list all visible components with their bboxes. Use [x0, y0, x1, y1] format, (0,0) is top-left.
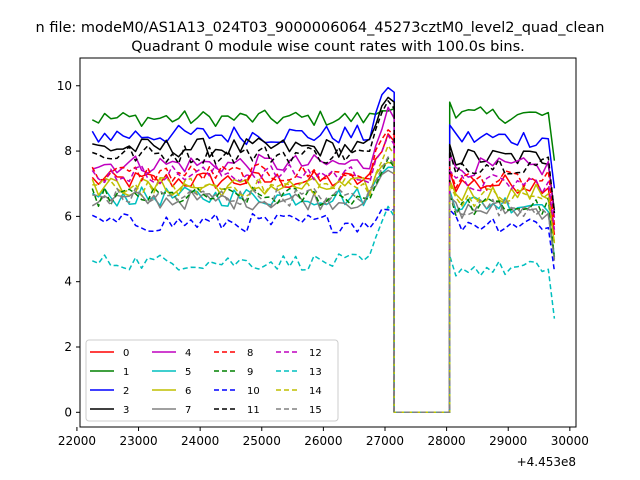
- series-layer: [91, 86, 556, 414]
- chart-title: Quadrant 0 module wise count rates with …: [131, 39, 525, 55]
- x-tick-label: 22000: [58, 434, 96, 448]
- legend-label-10: 10: [247, 386, 260, 397]
- legend-label-8: 8: [247, 348, 253, 359]
- legend-box: [85, 339, 339, 422]
- series-line-14: [92, 144, 556, 414]
- x-tick-label: 29000: [489, 434, 527, 448]
- legend-label-3: 3: [123, 405, 129, 416]
- series-line-11: [92, 100, 556, 414]
- legend-label-7: 7: [185, 405, 191, 416]
- figure-suptitle: n file: modeM0/AS1A13_024T03_9000006064_…: [36, 20, 605, 36]
- legend-label-6: 6: [185, 386, 191, 397]
- series-line-1: [91, 101, 556, 414]
- legend-label-1: 1: [123, 367, 129, 378]
- x-tick-label: 30000: [551, 434, 589, 448]
- y-tick-label: 2: [64, 340, 72, 354]
- series-line-12: [91, 134, 556, 414]
- series-line-13: [92, 205, 556, 414]
- x-tick-label: 25000: [243, 434, 281, 448]
- series-line-7: [91, 169, 556, 414]
- legend-label-14: 14: [309, 386, 322, 397]
- y-tick-label: 6: [64, 209, 72, 223]
- series-line-10: [91, 208, 556, 414]
- plot-frame: [79, 57, 577, 428]
- legend-label-12: 12: [309, 348, 322, 359]
- legend-label-5: 5: [185, 367, 191, 378]
- series-line-15: [92, 156, 556, 414]
- y-tick-label: 8: [64, 144, 72, 158]
- x-tick-label: 23000: [119, 434, 157, 448]
- legend-label-4: 4: [185, 348, 191, 359]
- x-tick-label: 27000: [366, 434, 404, 448]
- series-line-0: [91, 133, 556, 414]
- series-line-2: [91, 86, 556, 414]
- x-tick-label: 26000: [304, 434, 342, 448]
- y-axis: 0 2 4 6 8 10: [57, 79, 80, 419]
- x-axis: 22000 23000 24000 25000 26000 27000 28000 29000…: [58, 427, 589, 448]
- y-tick-label: 10: [57, 79, 72, 93]
- x-offset-label: +4.453e8: [517, 455, 576, 469]
- legend-label-15: 15: [309, 405, 322, 416]
- legend-label-0: 0: [123, 348, 129, 359]
- series-line-3: [92, 96, 556, 414]
- y-tick-label: 4: [64, 275, 72, 289]
- legend-label-2: 2: [123, 386, 129, 397]
- series-line-4: [92, 106, 556, 414]
- x-tick-label: 24000: [181, 434, 219, 448]
- legend-label-9: 9: [247, 367, 253, 378]
- y-tick-label: 0: [64, 405, 72, 419]
- x-tick-label: 28000: [428, 434, 466, 448]
- legend-label-13: 13: [309, 367, 322, 378]
- legend-label-11: 11: [247, 405, 260, 416]
